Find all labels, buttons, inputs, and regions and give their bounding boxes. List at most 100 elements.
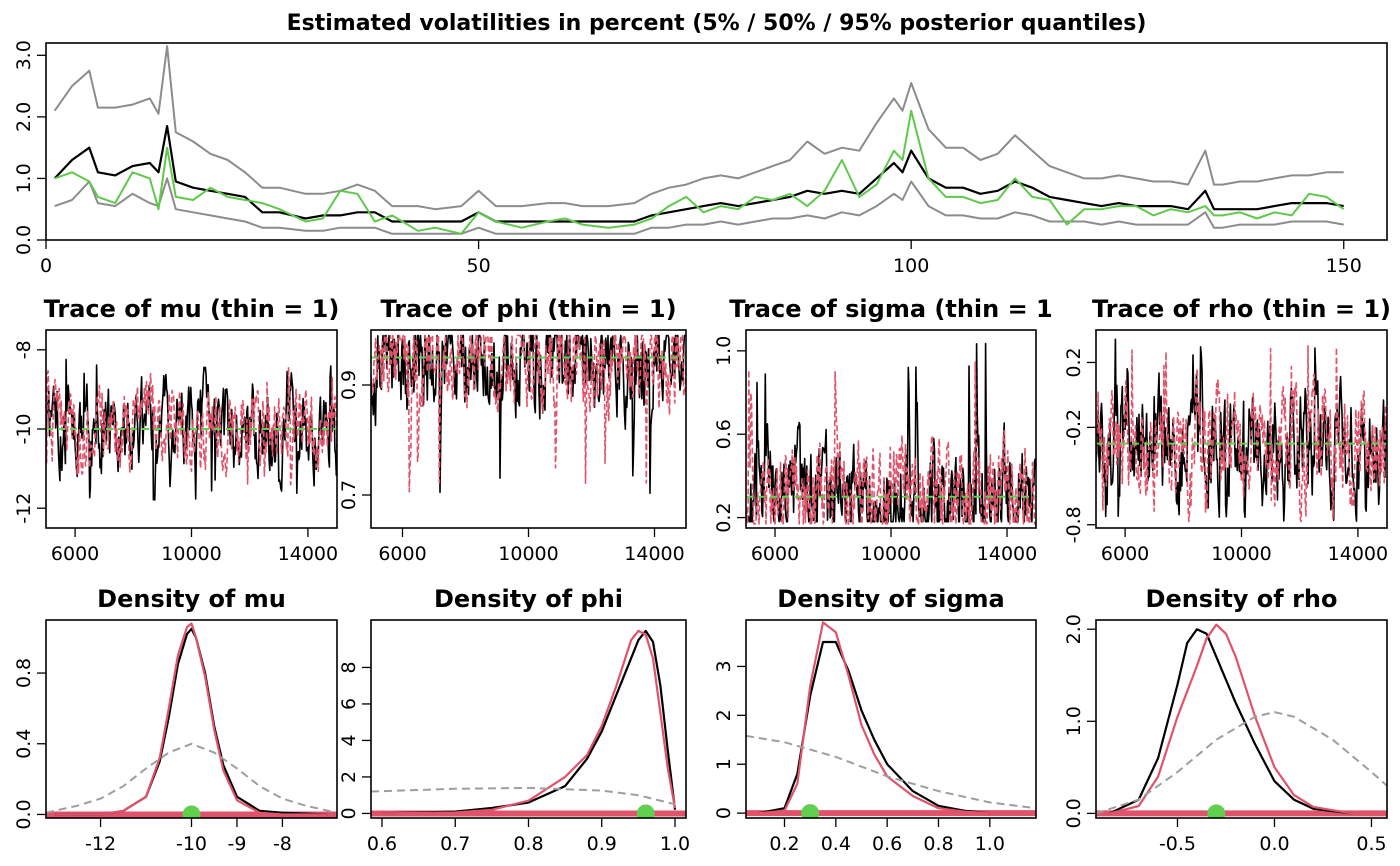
panel-title: Estimated volatilities in percent (5% / … [287, 11, 1147, 36]
panel-title: Density of rho [1146, 585, 1338, 613]
x-tick-label: 0.5 [1356, 833, 1386, 855]
chain-2-density-line [1109, 623, 1353, 815]
true-value-marker [801, 804, 820, 818]
y-tick-label: 0 [713, 807, 735, 819]
x-tick-label: 0.0 [1259, 833, 1289, 855]
prior-density-line [46, 742, 337, 814]
chain-2-density-line [758, 621, 990, 815]
panel-1: Trace of mu (thin = 1) 6000 10000 14000 -8 -1… [13, 295, 339, 565]
panel-title: Density of mu [97, 585, 286, 613]
x-tick-label: -12 [85, 833, 116, 855]
x-tick-label: 6000 [751, 543, 799, 565]
panel-title: Trace of mu (thin = 1) [44, 295, 340, 323]
x-tick-label: 6000 [378, 543, 426, 565]
y-tick-label: 0.9 [338, 370, 360, 400]
x-tick-label: 0.7 [440, 833, 470, 855]
series-observed-line [54, 109, 1345, 235]
y-tick-label: 0.0 [1063, 798, 1085, 828]
y-tick-label: 3 [713, 660, 735, 672]
prior-density-line [1096, 711, 1387, 815]
panel-frame [745, 329, 1037, 529]
x-tick-label: -0.5 [1159, 833, 1196, 855]
x-tick-label: 0.8 [923, 833, 953, 855]
panel-6: Density of phi 0.6 0.7 0.8 0.9 1.0 0 2 4 6 8 [338, 585, 690, 855]
y-tick-label: 0.6 [713, 419, 735, 449]
plot-area [46, 622, 337, 818]
x-tick-label: 10000 [161, 543, 221, 565]
series-q50-line [53, 124, 1344, 223]
chain-2-density-line [381, 629, 677, 815]
chain-2-trace [371, 334, 686, 493]
chain-2-trace [746, 361, 1036, 525]
panel-frame [1095, 329, 1388, 529]
x-tick-label: 150 [1326, 255, 1362, 277]
y-tick-label: 2 [713, 709, 735, 721]
x-tick-label: 10000 [498, 543, 558, 565]
y-tick-label: 4 [338, 734, 360, 746]
panel-4: Trace of rho (thin = 1) 6000 10000 14000 0.2… [1063, 295, 1391, 565]
y-tick-label: 1.0 [13, 163, 35, 193]
y-tick-label: 0 [338, 807, 360, 819]
plot-area [53, 45, 1345, 235]
panel-7: Density of sigma 0.2 0.4 0.6 0.8 1.0 0 1 2 3 [713, 585, 1037, 855]
x-tick-label: -10 [176, 833, 207, 855]
chain-2-density-line [55, 622, 328, 816]
chain-2-trace [1096, 344, 1387, 523]
x-tick-label: 6000 [1101, 543, 1149, 565]
y-tick-label: 1.0 [713, 336, 735, 366]
x-tick-label: 50 [466, 255, 490, 277]
plot-area [1096, 338, 1387, 523]
y-tick-label: 0.4 [13, 729, 35, 759]
y-tick-label: 2.0 [13, 102, 35, 132]
x-tick-label: 14000 [278, 543, 338, 565]
x-tick-label: 14000 [624, 543, 684, 565]
panel-frame [745, 619, 1037, 819]
x-tick-label: 1.0 [660, 833, 690, 855]
panel-2: Trace of phi (thin = 1) 6000 10000 14000 0.7… [338, 295, 687, 565]
y-tick-label: 0.2 [1063, 347, 1085, 377]
plot-area [1096, 623, 1387, 818]
panel-title: Density of phi [434, 585, 623, 613]
panel-title: Trace of sigma (thin = 1 [729, 295, 1053, 323]
y-tick-label: 2.0 [1063, 614, 1085, 644]
plot-area [371, 629, 686, 818]
y-tick-label: 0.7 [338, 480, 360, 510]
y-tick-label: 8 [338, 661, 360, 673]
panel-frame [45, 42, 1388, 241]
prior-density-line [371, 786, 676, 806]
y-tick-label: 0.8 [13, 658, 35, 688]
plot-area [746, 342, 1036, 525]
x-tick-label: 0.4 [821, 833, 851, 855]
plot-area [746, 621, 1036, 818]
y-tick-label: 0.2 [713, 502, 735, 532]
chain-1-density-line [1109, 628, 1353, 815]
x-tick-label: 100 [893, 255, 929, 277]
x-tick-label: -8 [273, 833, 292, 855]
x-tick-label: 10000 [1211, 543, 1271, 565]
y-tick-label: -0.2 [1063, 409, 1085, 446]
panel-frame [45, 619, 338, 819]
x-tick-label: 14000 [977, 543, 1037, 565]
panel-3: Trace of sigma (thin = 1 6000 10000 14000 0.… [713, 295, 1053, 565]
series-q05-line [54, 177, 1344, 235]
panel-frame [370, 619, 687, 819]
y-tick-label: -8 [13, 340, 35, 359]
chain-2-trace [46, 366, 337, 486]
true-value-marker [636, 804, 655, 818]
x-tick-label: 0.8 [513, 833, 543, 855]
x-tick-label: -9 [227, 833, 246, 855]
panel-8: Density of rho -0.5 0.0 0.5 0.0 1.0 2.0 [1063, 585, 1388, 855]
panel-frame [45, 329, 338, 529]
x-tick-label: 6000 [51, 543, 99, 565]
x-tick-label: 1.0 [975, 833, 1005, 855]
panel-frame [1095, 619, 1388, 819]
panel-title: Trace of phi (thin = 1) [380, 295, 676, 323]
true-value-marker [1207, 804, 1226, 818]
y-tick-label: 0.0 [13, 799, 35, 829]
y-tick-label: 3.0 [13, 40, 35, 70]
y-tick-label: 2 [338, 771, 360, 783]
y-tick-label: 1 [713, 758, 735, 770]
x-tick-label: 0 [40, 255, 52, 277]
y-tick-label: 0.0 [13, 225, 35, 255]
